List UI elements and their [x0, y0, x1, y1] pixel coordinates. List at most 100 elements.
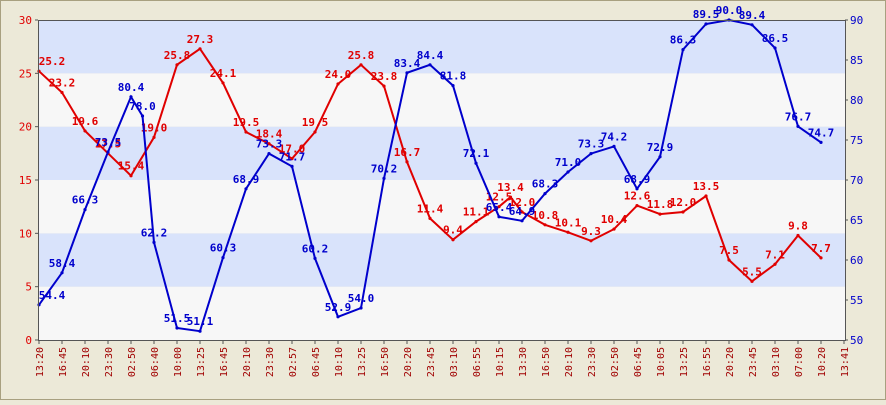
- left-tick-label: 15: [19, 174, 32, 187]
- x-tick-label: 13:30: [518, 347, 529, 377]
- x-tick-label: 10:15: [495, 347, 506, 377]
- data-point: [221, 256, 225, 260]
- grid-band: [38, 126, 845, 180]
- data-point: [589, 152, 593, 156]
- data-point: [336, 82, 340, 86]
- left-tick-label: 0: [25, 334, 32, 347]
- right-tick-label: 80: [850, 94, 863, 107]
- data-point: [313, 130, 317, 134]
- x-tick-label: 16:50: [380, 347, 391, 377]
- data-point: [152, 240, 156, 244]
- data-label: 10.1: [555, 216, 582, 229]
- x-tick-label: 20:10: [242, 347, 253, 377]
- data-point: [704, 22, 708, 26]
- data-label: 74.2: [601, 130, 628, 143]
- data-label: 19.0: [141, 121, 168, 134]
- plot-border: [38, 20, 846, 341]
- data-point: [658, 212, 662, 216]
- x-tick-label: 23:30: [587, 347, 598, 377]
- x-tick-label: 06:45: [311, 347, 322, 377]
- data-label: 73.5: [95, 136, 122, 149]
- x-tick-label: 16:45: [58, 347, 69, 377]
- data-label: 16.7: [394, 146, 421, 159]
- data-point: [267, 142, 271, 146]
- data-label: 25.8: [348, 49, 375, 62]
- x-tick-label: 10:00: [173, 347, 184, 377]
- data-point: [382, 176, 386, 180]
- data-label: 11.8: [647, 198, 674, 211]
- data-point: [520, 219, 524, 223]
- data-label: 86.5: [762, 32, 789, 45]
- data-label: 7.7: [811, 242, 831, 255]
- data-label: 89.5: [693, 8, 720, 21]
- left-tick-label: 5: [25, 281, 32, 294]
- series-line: [38, 47, 822, 283]
- data-label: 9.8: [788, 219, 808, 232]
- data-point: [428, 216, 432, 220]
- x-tick-label: 20:20: [725, 347, 736, 377]
- series-layer: 25.2 23.2 19.6 17.5 15.4 19.0 25.8 27.3 24.1 19.5…: [37, 4, 834, 333]
- data-label: 25.8: [164, 49, 191, 62]
- data-point: [658, 155, 662, 159]
- data-label: 12.0: [509, 196, 536, 209]
- series-blue: 54.4 58.4 66.3 73.5 80.4 78.0 62.2 51.551.1 60.3…: [37, 4, 834, 333]
- data-label: 12.6: [624, 190, 651, 203]
- x-tick-label: 23:30: [265, 347, 276, 377]
- right-y-axis: 50 55 60 65 70 75 80 85 90: [845, 14, 863, 347]
- data-label: 73.3: [256, 138, 283, 151]
- data-label: 19.6: [72, 115, 99, 128]
- data-label: 81.8: [440, 70, 467, 83]
- data-point: [198, 329, 202, 333]
- data-label: 68.9: [233, 173, 260, 186]
- right-tick-label: 85: [850, 54, 863, 67]
- grid-band: [38, 20, 845, 74]
- data-point: [244, 187, 248, 191]
- x-tick-label: 13:25: [357, 347, 368, 377]
- x-tick-label: 06:45: [633, 347, 644, 377]
- right-tick-label: 90: [850, 14, 863, 27]
- data-label: 19.5: [302, 116, 329, 129]
- right-tick-label: 65: [850, 214, 863, 227]
- data-label: 71.0: [555, 156, 582, 169]
- data-label: 72.1: [463, 147, 490, 160]
- data-point: [773, 46, 777, 50]
- data-label: 10.8: [532, 209, 559, 222]
- data-point: [221, 81, 225, 85]
- data-label: 74.7: [808, 126, 835, 139]
- data-point: [796, 124, 800, 128]
- data-label: 18.4: [256, 128, 283, 141]
- data-point: [727, 258, 731, 262]
- data-label: 60.2: [302, 242, 329, 255]
- x-tick-label: 20:20: [403, 347, 414, 377]
- data-point: [175, 63, 179, 67]
- data-point: [336, 315, 340, 319]
- data-label: 51.5: [164, 312, 191, 325]
- data-label: 89.4: [739, 9, 766, 22]
- data-point: [589, 239, 593, 243]
- data-point: [819, 256, 823, 260]
- x-tick-label: 13:20: [35, 347, 46, 377]
- data-label: 51.1: [187, 315, 214, 328]
- data-point: [290, 157, 294, 161]
- data-label: 11.4: [417, 202, 444, 215]
- data-point: [382, 84, 386, 88]
- data-label: 70.2: [371, 162, 398, 175]
- right-tick-label: 70: [850, 174, 863, 187]
- data-label: 71.7: [279, 150, 306, 163]
- x-tick-label: 02:50: [127, 347, 138, 377]
- data-point: [405, 160, 409, 164]
- x-tick-label: 10:05: [656, 347, 667, 377]
- data-label: 52.9: [325, 301, 352, 314]
- data-label: 72.9: [647, 141, 674, 154]
- data-label: 19.5: [233, 116, 260, 129]
- data-point: [405, 71, 409, 75]
- data-label: 54.0: [348, 292, 375, 305]
- data-label: 25.2: [39, 55, 66, 68]
- data-label: 12.0: [670, 196, 697, 209]
- data-label: 13.4: [497, 181, 524, 194]
- data-point: [428, 63, 432, 67]
- data-point: [612, 144, 616, 148]
- data-label: 86.3: [670, 34, 697, 47]
- data-label: 65.4: [486, 201, 513, 214]
- grid-band: [38, 286, 845, 340]
